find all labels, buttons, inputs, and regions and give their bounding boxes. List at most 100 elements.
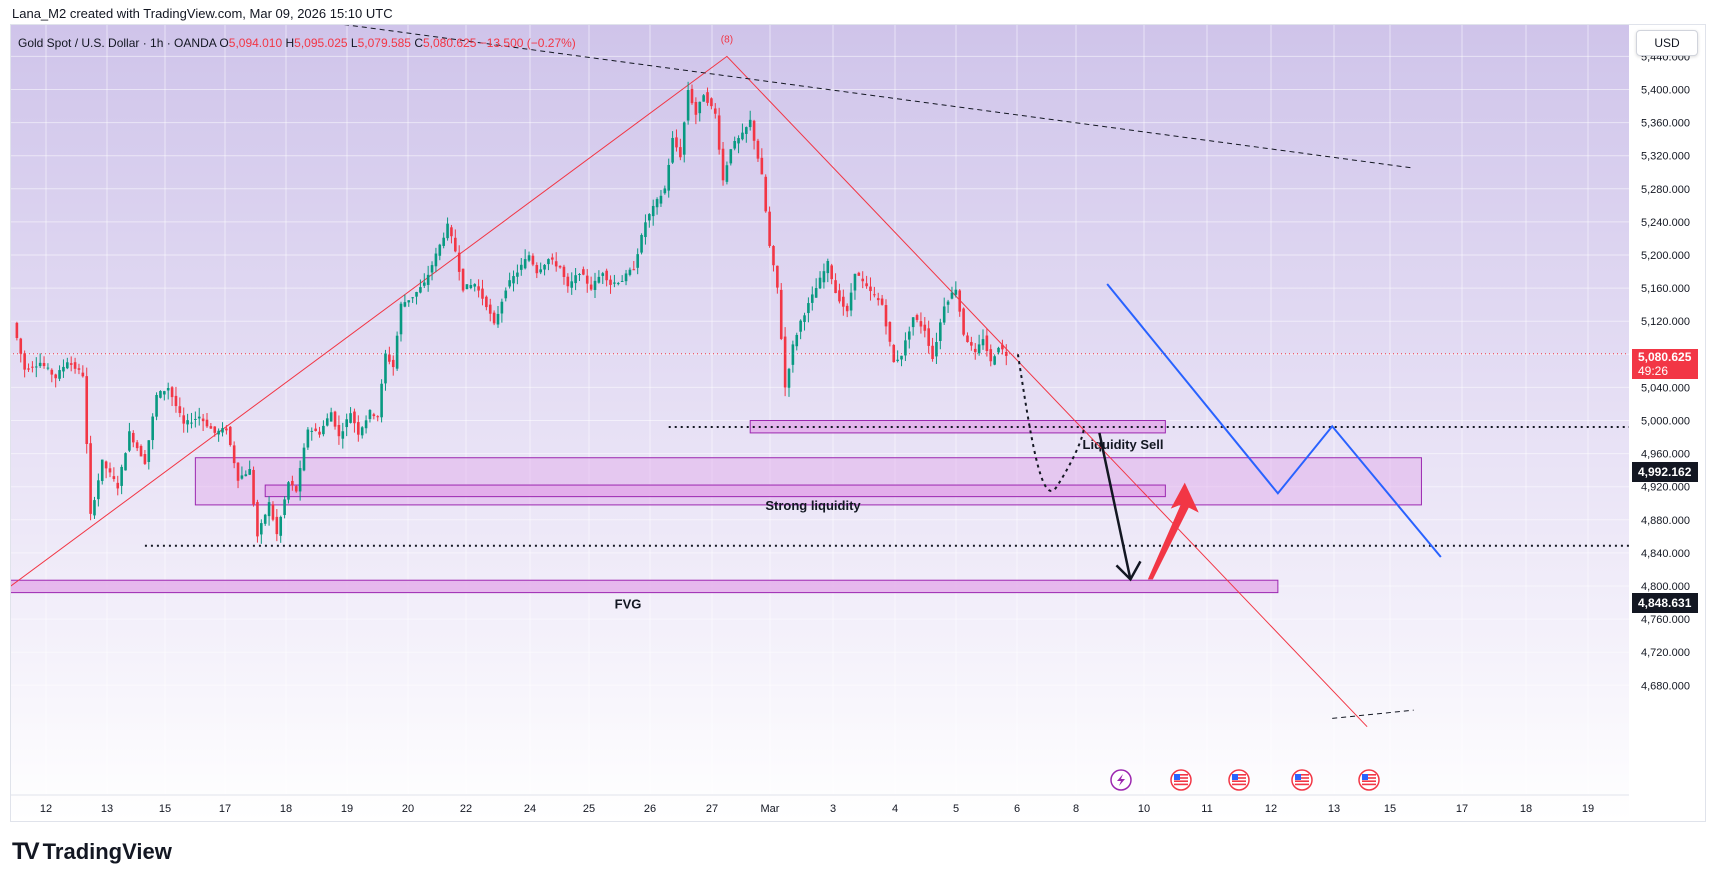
candle-body xyxy=(457,252,461,272)
y-tick-label: 5,120.000 xyxy=(1641,316,1690,328)
zone-label: Strong liquidity xyxy=(765,498,861,513)
candle-body xyxy=(919,321,923,327)
trend-line-dashed[interactable] xyxy=(335,25,1414,169)
candle-body xyxy=(147,440,151,462)
zone-box[interactable] xyxy=(264,484,1166,498)
y-tick-label: 5,400.000 xyxy=(1641,85,1690,97)
y-tick-label: 5,280.000 xyxy=(1641,184,1690,196)
candle-body xyxy=(904,340,907,356)
candle-body xyxy=(745,127,748,134)
candle-body xyxy=(143,454,147,464)
candle-body xyxy=(698,101,702,114)
candle-body xyxy=(551,257,554,260)
candle-body xyxy=(166,388,170,391)
x-tick-label: 12 xyxy=(40,803,52,815)
candle-body xyxy=(706,92,709,103)
y-tick-label: 5,240.000 xyxy=(1641,217,1690,229)
price-chart[interactable]: Liquidity Sell Strong liquidity FVG (8) 4,… xyxy=(11,25,1705,821)
candle-body xyxy=(15,322,19,338)
candle-body xyxy=(884,305,888,327)
candle-body xyxy=(419,287,422,293)
arrow-up-red[interactable] xyxy=(1147,482,1199,580)
candle-body xyxy=(353,411,356,424)
lightning-icon[interactable] xyxy=(1110,769,1132,791)
candle-body xyxy=(298,468,302,492)
candle-body xyxy=(993,356,996,365)
candle-body xyxy=(616,283,620,285)
flag-stripe xyxy=(1362,777,1376,779)
arrow-down-head xyxy=(1115,560,1142,582)
candle-body xyxy=(100,459,104,481)
us-flag-icon[interactable] xyxy=(1228,769,1250,791)
candle-body xyxy=(376,416,380,418)
ohlc-high-label: H xyxy=(285,36,295,50)
candle-body xyxy=(434,253,438,267)
trend-line-dashed[interactable] xyxy=(1332,709,1414,719)
arrow-down-line[interactable] xyxy=(1098,432,1132,580)
candle-body xyxy=(201,418,205,422)
candle-body xyxy=(465,284,469,290)
x-tick-label: 11 xyxy=(1201,803,1212,815)
candle-body xyxy=(395,335,399,369)
projection-blue-path[interactable] xyxy=(1106,283,1442,558)
candle-body xyxy=(442,237,445,246)
x-tick-label: 13 xyxy=(1328,803,1340,815)
candle-body xyxy=(609,279,612,285)
candle-body xyxy=(46,367,50,369)
candle-body xyxy=(570,281,574,288)
tradingview-logo[interactable]: TV TradingView xyxy=(12,838,172,866)
chart-frame[interactable]: Liquidity Sell Strong liquidity FVG (8) 4,… xyxy=(10,24,1706,822)
candle-body xyxy=(640,234,643,253)
candle-body xyxy=(81,372,85,377)
candle-body xyxy=(644,222,647,238)
candle-body xyxy=(535,265,539,274)
candle-body xyxy=(713,108,717,114)
projection-dotted-path[interactable] xyxy=(1016,354,1085,492)
candle-body xyxy=(322,425,325,435)
candle-body xyxy=(865,283,868,287)
candle-body xyxy=(547,259,550,265)
ohlc-change: −13.500 (−0.27%) xyxy=(479,36,576,50)
zone-box[interactable] xyxy=(11,579,1279,594)
us-flag-icon[interactable] xyxy=(1170,769,1192,791)
candle-body xyxy=(217,430,220,435)
candle-body xyxy=(446,223,449,239)
ohlc-close-label: C xyxy=(414,36,423,50)
us-flag-icon[interactable] xyxy=(1358,769,1380,791)
candle-body xyxy=(923,324,927,331)
candle-body xyxy=(605,270,608,281)
candle-body xyxy=(186,420,189,425)
candle-body xyxy=(880,298,884,305)
candle-body xyxy=(415,291,418,297)
currency-selector[interactable]: USD xyxy=(1636,30,1698,56)
candle-body xyxy=(248,469,251,475)
y-tick-label: 4,720.000 xyxy=(1641,647,1690,659)
tradingview-logo-text: TradingView xyxy=(42,839,172,864)
level-upper-badge: 4,992.162 xyxy=(1632,462,1698,482)
candle-body xyxy=(438,244,442,256)
candle-body xyxy=(139,445,143,457)
last-price-value: 5,080.625 xyxy=(1638,350,1692,364)
candle-body xyxy=(275,516,279,535)
trend-line-red[interactable] xyxy=(11,55,1368,728)
candle-body xyxy=(702,95,705,102)
candle-body xyxy=(407,300,411,303)
us-flag-icon[interactable] xyxy=(1291,769,1313,791)
candle-body xyxy=(562,266,566,277)
candle-body xyxy=(469,285,473,289)
candle-body xyxy=(325,418,329,426)
symbol-info[interactable]: Gold Spot / U.S. Dollar · 1h · OANDA O5,… xyxy=(18,36,576,50)
candle-body xyxy=(225,428,228,431)
candle-body xyxy=(810,294,814,303)
candle-body xyxy=(803,315,806,322)
flag-stripe xyxy=(1174,780,1188,782)
candle-body xyxy=(822,271,826,283)
candle-body xyxy=(182,415,186,424)
candle-body xyxy=(163,391,166,395)
candle-body xyxy=(77,368,81,370)
y-tick-label: 4,800.000 xyxy=(1641,581,1690,593)
candle-body xyxy=(488,304,492,314)
flag-canton xyxy=(1174,774,1180,780)
candle-body xyxy=(981,339,985,346)
candle-body xyxy=(527,255,531,261)
